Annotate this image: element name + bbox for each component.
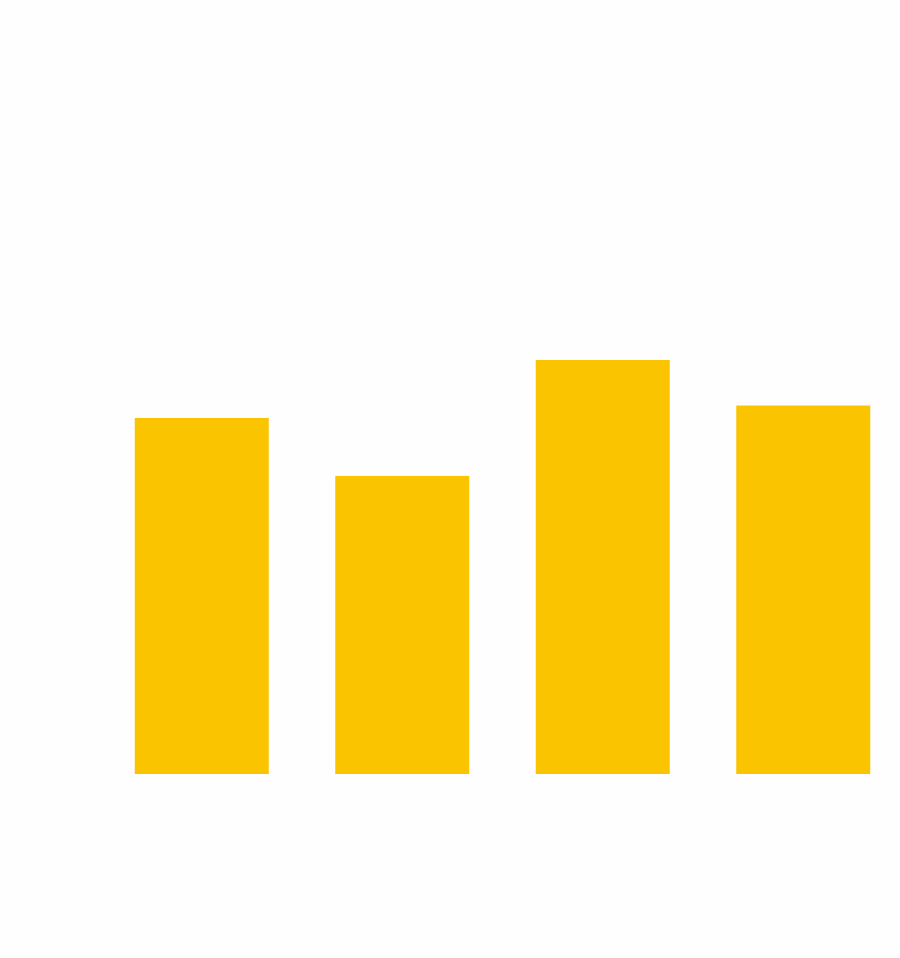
bar-1 <box>134 417 269 774</box>
bars-group <box>134 360 871 774</box>
bar-2 <box>335 475 470 774</box>
bar-4 <box>736 405 871 774</box>
bar-3 <box>535 360 670 774</box>
